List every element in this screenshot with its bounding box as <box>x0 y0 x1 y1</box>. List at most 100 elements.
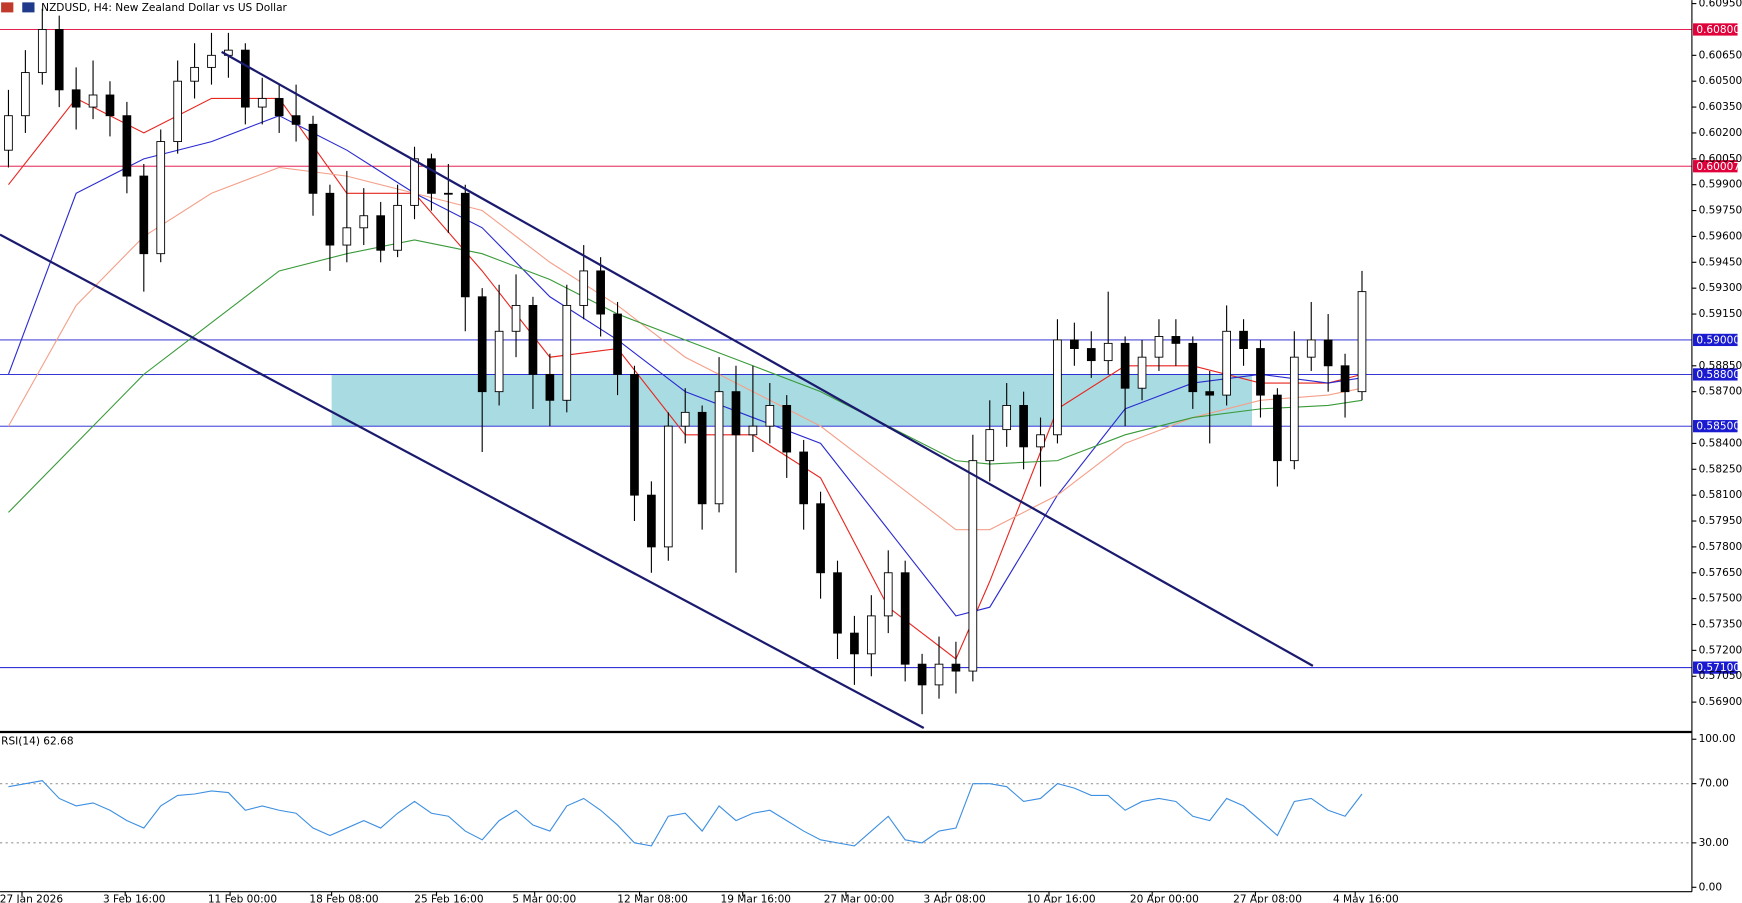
price-level-label: 0.58500 <box>1696 421 1740 433</box>
price-level-label: 0.60007 <box>1696 161 1740 173</box>
y-tick-label: 0.58100 <box>1699 489 1742 501</box>
candle-body <box>359 215 369 229</box>
x-tick-label: 20 Apr 00:00 <box>1130 894 1199 903</box>
candle-body <box>105 94 115 117</box>
y-tick-label: 0.56900 <box>1699 696 1742 708</box>
candle-body <box>1070 339 1079 349</box>
y-tick-label: 0.57200 <box>1699 644 1742 656</box>
candle-body <box>968 460 978 672</box>
y-tick-label: 0.59600 <box>1699 230 1742 242</box>
y-tick-label: 0.60500 <box>1699 75 1742 87</box>
candle-body <box>477 296 487 393</box>
price-level-tag <box>1693 160 1738 173</box>
candle-body <box>630 373 639 496</box>
candle-body <box>680 411 690 427</box>
candle-body <box>799 451 808 505</box>
candle-body <box>1273 394 1282 462</box>
candle-body <box>139 175 149 255</box>
candle-body <box>714 391 724 505</box>
x-tick-label: 25 Feb 16:00 <box>414 894 484 903</box>
candle-body <box>308 123 318 194</box>
candle-body <box>4 115 13 151</box>
rsi-panel <box>0 780 1692 847</box>
candle-body <box>782 405 792 453</box>
candle-body <box>613 313 622 375</box>
candle-body <box>1053 339 1062 436</box>
moving-average <box>8 239 1363 513</box>
price-level-tag <box>1693 23 1738 36</box>
candle-body <box>1357 291 1367 393</box>
candle-body <box>1019 405 1028 448</box>
price-level-label: 0.60800 <box>1696 24 1740 36</box>
icon <box>1 2 14 13</box>
candle-body <box>1086 348 1096 362</box>
price-panel <box>0 8 1692 729</box>
candle-body <box>663 425 673 548</box>
y-tick-label: 0.57650 <box>1699 567 1742 579</box>
candle-body <box>883 572 893 617</box>
support-zone <box>331 374 1253 427</box>
y-tick-label: 0.00 <box>1699 881 1723 893</box>
x-tick-label: 3 Apr 08:00 <box>924 894 986 903</box>
candle-body <box>1103 342 1113 362</box>
candle-body <box>579 270 589 306</box>
candle-body <box>917 663 927 686</box>
y-tick-label: 0.57800 <box>1699 541 1742 553</box>
candle-body <box>1306 339 1316 358</box>
candle-body <box>410 158 419 206</box>
candle-body <box>900 572 910 665</box>
candle-body <box>1137 356 1147 389</box>
candle-body <box>850 632 859 655</box>
rsi-line <box>8 780 1363 847</box>
y-tick-label: 0.59750 <box>1699 205 1742 217</box>
candle-body <box>1036 434 1045 448</box>
candle-body <box>1120 342 1130 389</box>
y-tick-label: 0.59300 <box>1699 282 1742 294</box>
candle-body <box>274 98 284 117</box>
candle-body <box>748 425 758 436</box>
y-tick-label: 0.59900 <box>1699 179 1742 191</box>
candle-body <box>240 49 250 108</box>
candle-body <box>1256 348 1265 396</box>
chart-title: NZDUSD, H4: New Zealand Dollar vs US Dol… <box>41 2 287 14</box>
candle-body <box>494 330 504 393</box>
y-tick-label: 0.58850 <box>1699 360 1742 372</box>
y-tick-label: 0.59450 <box>1699 256 1742 268</box>
candle-body <box>647 494 656 548</box>
candle-body <box>190 66 199 82</box>
candle-body <box>1222 330 1231 396</box>
y-tick-label: 70.00 <box>1699 778 1730 790</box>
x-tick-label: 4 May 16:00 <box>1333 894 1399 903</box>
header: NZDUSD, H4: New Zealand Dollar vs US Dol… <box>1 2 288 14</box>
candle-body <box>37 29 47 74</box>
candle-body <box>460 192 470 298</box>
y-tick-label: 0.59150 <box>1699 308 1742 320</box>
candle-body <box>1323 339 1333 367</box>
price-level-tag <box>1693 333 1738 347</box>
y-tick-label: 0.60650 <box>1699 49 1742 61</box>
x-tick-label: 5 Mar 00:00 <box>512 894 576 903</box>
candle-body <box>71 89 81 108</box>
candle-body <box>1154 336 1164 358</box>
y-tick-label: 0.58400 <box>1699 437 1742 449</box>
x-tick-label: 19 Mar 16:00 <box>720 894 791 903</box>
price-level-label: 0.59000 <box>1696 334 1740 346</box>
candle-body <box>1340 365 1350 393</box>
price-level-label: 0.57100 <box>1696 662 1740 674</box>
x-tick-label: 11 Feb 00:00 <box>208 894 278 903</box>
candle-body <box>816 503 825 574</box>
candle-body <box>1239 330 1248 349</box>
price-level-tag <box>1693 661 1738 674</box>
candle-body <box>21 72 30 117</box>
candle-body <box>342 227 352 246</box>
price-level-tag <box>1693 420 1738 433</box>
candle-body <box>427 158 436 194</box>
candle-body <box>511 304 521 332</box>
candle-body <box>54 29 64 91</box>
x-tick-label: 10 Apr 16:00 <box>1027 894 1096 903</box>
candle-body <box>122 115 132 177</box>
